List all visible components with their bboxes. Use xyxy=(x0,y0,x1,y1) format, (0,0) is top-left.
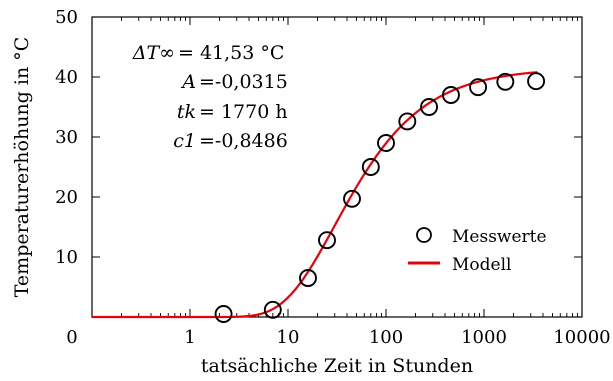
x-tick-label: 10000 xyxy=(553,327,610,348)
plot-frame xyxy=(91,16,583,318)
measurement-markers xyxy=(214,72,546,323)
y-tick-label: 40 xyxy=(55,67,78,88)
annotation-c1-value: =-0,8486 xyxy=(199,130,288,152)
y-tick-label: 10 xyxy=(55,247,78,268)
data-point-marker xyxy=(398,112,417,131)
annotation-dT-value: = 41,53 °C xyxy=(178,42,284,64)
y-tick-label: 50 xyxy=(55,7,78,28)
y-tick-label: 20 xyxy=(55,187,78,208)
x-tick-label: 10 xyxy=(277,327,300,348)
annotation-c1-label: c1 xyxy=(173,130,196,152)
annotation-A-value: =-0,0315 xyxy=(199,71,288,93)
y-axis-label: Temperaturerhöhung in °C xyxy=(11,37,33,298)
legend-label-messwerte: Messwerte xyxy=(452,227,547,247)
data-point-marker xyxy=(420,98,439,116)
data-point-marker xyxy=(299,269,317,287)
data-point-marker xyxy=(263,300,282,319)
x-tick-label: 100 xyxy=(369,327,403,348)
data-point-marker xyxy=(496,72,515,91)
x-axis-label: tatsächliche Zeit in Stunden xyxy=(201,355,473,377)
parameter-annotation: ΔT∞ = 41,53 °C A =-0,0315 tk = 1770 h c1… xyxy=(132,42,288,152)
model-curve-layer xyxy=(92,71,538,319)
data-point-marker xyxy=(343,189,361,208)
data-point-marker xyxy=(361,158,380,176)
x-tick-label: 1000 xyxy=(461,327,507,348)
y-tick-label: 30 xyxy=(55,127,78,148)
legend-label-modell: Modell xyxy=(452,255,511,275)
annotation-dT-label: ΔT∞ xyxy=(132,42,175,64)
annotation-A-label: A xyxy=(180,71,196,93)
annotation-tk-label: tk xyxy=(177,101,196,123)
data-point-marker xyxy=(377,134,395,152)
legend: Messwerte Modell xyxy=(408,227,547,275)
legend-marker-circle xyxy=(416,227,432,243)
data-point-marker xyxy=(442,86,460,104)
model-curve-line xyxy=(92,71,538,319)
axis-ticks: 0 1 10 100 1000 10000 10 20 30 40 50 xyxy=(55,7,611,348)
x-tick-label: 0 xyxy=(66,327,77,348)
data-point-marker xyxy=(318,231,336,250)
data-point-marker xyxy=(214,305,233,323)
data-point-marker xyxy=(527,72,546,91)
annotation-tk-value: = 1770 h xyxy=(199,101,288,123)
data-point-marker xyxy=(469,78,488,97)
x-tick-label: 1 xyxy=(184,327,195,348)
